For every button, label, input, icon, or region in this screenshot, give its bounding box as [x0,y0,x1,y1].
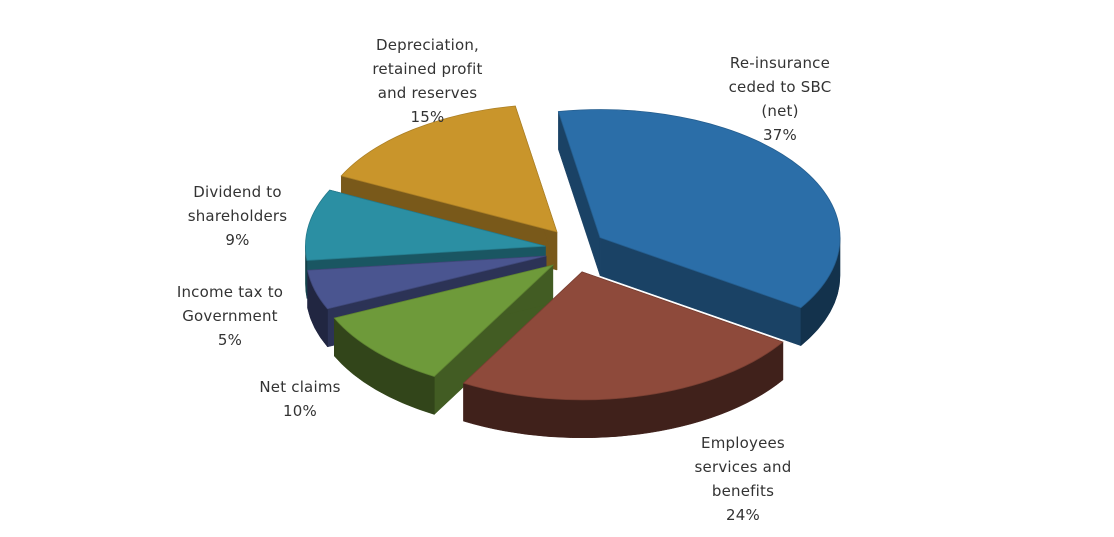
label-employees-line-2: services and [694,458,792,476]
label-incometax: Income tax to Government 5% [165,280,295,352]
slice-reinsurance [557,109,841,309]
label-netclaims: Net claims 10% [240,375,360,423]
label-incometax-line-1: Income tax to [176,283,284,301]
label-employees-value: 24% [726,506,760,524]
label-netclaims-line-1: Net claims [259,378,341,396]
label-reinsurance-value: 37% [763,126,797,144]
label-netclaims-value: 10% [283,402,317,420]
label-depreciation-value: 15% [410,108,445,126]
label-depreciation-line-2: retained profit [372,60,483,78]
slice-depreciation [340,105,558,233]
label-dividend: Dividend to shareholders 9% [170,180,305,252]
label-incometax-value: 5% [217,331,243,349]
label-reinsurance: Re-insurance ceded to SBC (net) 37% [705,51,855,147]
label-dividend-line-1: Dividend to [193,183,282,201]
slice-netclaims [333,264,555,377]
label-reinsurance-line-3: (net) [761,102,799,120]
label-dividend-value: 9% [225,231,250,249]
pie-tops [305,105,841,401]
label-dividend-line-2: shareholders [187,207,288,225]
label-reinsurance-line-1: Re-insurance [729,54,831,72]
label-incometax-line-2: Government [182,307,278,325]
label-employees-line-1: Employees [701,434,785,452]
label-depreciation-line-1: Depreciation, [375,36,480,54]
slice-incometax [307,255,547,310]
label-employees: Employees services and benefits 24% [668,431,818,527]
label-depreciation: Depreciation, retained profit and reserv… [350,33,505,129]
label-depreciation-line-3: and reserves [377,84,478,102]
slice-dividend [305,189,546,261]
label-reinsurance-line-2: ceded to SBC [728,78,832,96]
slice-employees [462,271,784,401]
label-employees-line-3: benefits [711,482,775,500]
